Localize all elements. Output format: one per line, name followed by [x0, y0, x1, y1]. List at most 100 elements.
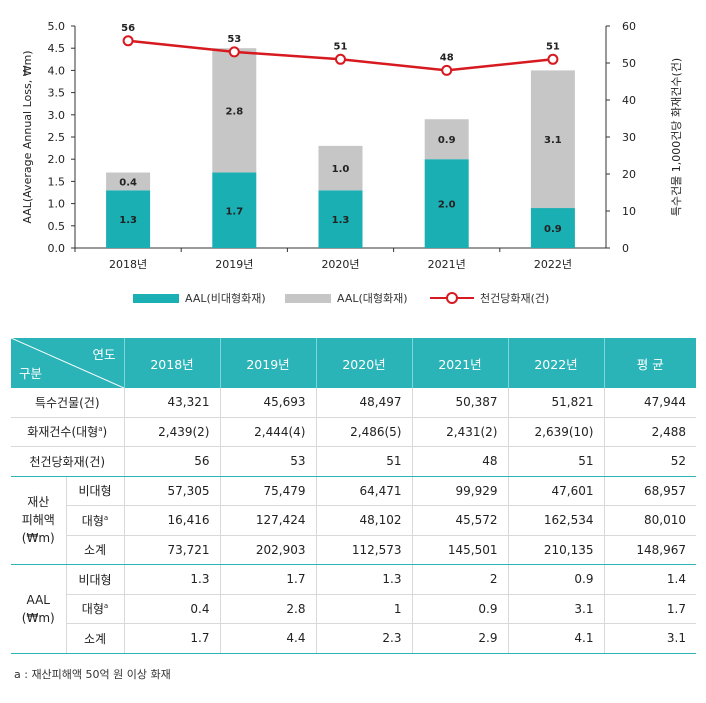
table-row-damage-subtotal: 소계 73,721 202,903 112,573 145,501 210,13…	[11, 535, 696, 565]
bar-label-large: 2.8	[225, 106, 243, 117]
table-cell: 2,486(5)	[315, 417, 412, 447]
row-label-fires-text: 화재건수(대형	[27, 425, 99, 440]
table-cell: 51,821	[507, 388, 604, 418]
table-row-aal-nonlarge: AAL (₩m) 비대형 1.3 1.7 1.3 2 0.9 1.4	[11, 564, 696, 654]
bar-label-nonlarge: 2.0	[438, 200, 456, 211]
table-cell: 0.4	[123, 594, 220, 624]
table-cell: 51	[507, 446, 604, 477]
line-point-2018년	[122, 35, 134, 47]
table-cell: 48	[411, 446, 508, 477]
y2-tick-label: 20	[622, 168, 636, 181]
legend-swatch-line	[430, 292, 474, 304]
table-cell: 4.4	[219, 623, 316, 654]
group-label-aal-line1: AAL	[26, 592, 50, 607]
table-cell: 51	[315, 446, 412, 477]
y2-tick-label: 10	[622, 205, 636, 218]
table-header-row: 연도 구분 2018년 2019년 2020년 2021년 2022년 평 균	[11, 338, 696, 388]
table-corner-cell: 연도 구분	[11, 338, 125, 388]
table-cell: 112,573	[315, 535, 412, 565]
table-row-aal-subtotal: 소계 1.7 4.4 2.3 2.9 4.1 3.1	[11, 623, 696, 654]
table-cell: 75,479	[219, 476, 316, 506]
x-tick-label: 2020년	[321, 258, 359, 271]
legend-swatch-nonlarge	[133, 293, 179, 303]
table-row-damage-large: 대형a 16,416 127,424 48,102 45,572 162,534…	[11, 505, 696, 536]
row-label-fires-end: )	[102, 425, 108, 440]
line-point-2021년	[441, 64, 453, 76]
table-cell: 2.9	[411, 623, 508, 654]
table-cell: 52	[603, 446, 696, 477]
group-label-damage-line1: 재산	[27, 495, 50, 510]
sub-label-subtotal: 소계	[65, 623, 124, 654]
footnote-marker: a	[98, 425, 103, 434]
table-cell: 0.9	[411, 594, 508, 624]
table-cell: 210,135	[507, 535, 604, 565]
table-cell: 48,497	[315, 388, 412, 418]
table-cell: 45,693	[219, 388, 316, 418]
bar-nonlarge-2020년	[318, 190, 363, 248]
bar-label-nonlarge: 1.3	[332, 215, 350, 226]
table-cell: 45,572	[411, 505, 508, 536]
table-cell: 68,957	[603, 476, 696, 506]
y2-tick-label: 30	[622, 131, 636, 144]
table-cell: 2,488	[603, 417, 696, 447]
line-label: 51	[334, 41, 348, 52]
table-cell: 2	[411, 564, 508, 595]
y-tick-label: 1.5	[48, 175, 66, 188]
table-cell: 43,321	[123, 388, 220, 418]
table-cell: 53	[219, 446, 316, 477]
table-cell: 47,601	[507, 476, 604, 506]
sub-label-large: 대형a	[65, 505, 124, 536]
table-header-2019: 2019년	[220, 338, 317, 388]
table-cell: 1.7	[123, 623, 220, 654]
table-cell: 48,102	[315, 505, 412, 536]
sub-label-nonlarge: 비대형	[65, 476, 124, 506]
legend-label-per-thousand: 천건당화재(건)	[480, 292, 550, 305]
x-tick-label: 2022년	[534, 258, 572, 271]
y2-tick-label: 50	[622, 57, 636, 70]
table-row-per-thousand: 천건당화재(건) 56 53 51 48 51 52	[11, 446, 696, 477]
table-header-2018: 2018년	[124, 338, 221, 388]
corner-diagonal	[11, 338, 124, 388]
legend-label-large: AAL(대형화재)	[337, 292, 408, 305]
table-cell: 99,929	[411, 476, 508, 506]
bar-large-2021년	[424, 119, 469, 160]
line-point-2020년	[335, 53, 346, 65]
y-tick-label: 2.0	[48, 153, 66, 166]
table-cell: 145,501	[411, 535, 508, 565]
group-label-damage-line3: (₩m)	[21, 531, 55, 546]
chart-legend: AAL(비대형화재) AAL(대형화재) 천건당화재(건)	[0, 290, 706, 306]
legend-item-large: AAL(대형화재)	[285, 290, 408, 306]
group-label-aal: AAL (₩m)	[11, 564, 66, 654]
table-cell: 148,967	[603, 535, 696, 565]
table-header-2022: 2022년	[508, 338, 605, 388]
table-header-2021: 2021년	[412, 338, 509, 388]
table-header-average: 평 균	[604, 338, 696, 388]
y-tick-label: 1.0	[48, 198, 66, 211]
bar-large-2020년	[318, 145, 363, 191]
table-row-damage-nonlarge: 재산 피해액 (₩m) 비대형 57,305 75,479 64,471 99,…	[11, 476, 696, 565]
group-label-damage: 재산 피해액 (₩m)	[11, 476, 66, 565]
table-cell: 202,903	[219, 535, 316, 565]
footnote: a : 재산피해액 50억 원 이상 화재	[14, 668, 171, 681]
legend-item-per-thousand: 천건당화재(건)	[430, 290, 549, 306]
line-label: 48	[440, 52, 454, 63]
sub-label-large-text: 대형	[81, 602, 104, 617]
table-cell: 2,444(4)	[219, 417, 316, 447]
table-cell: 2,639(10)	[507, 417, 604, 447]
table-row-aal-large: 대형a 0.4 2.8 1 0.9 3.1 1.7	[11, 594, 696, 624]
y-tick-label: 5.0	[48, 20, 66, 33]
group-label-aal-line2: (₩m)	[21, 610, 55, 625]
bar-large-2018년	[106, 172, 151, 191]
table-cell: 1.3	[123, 564, 220, 595]
bar-label-nonlarge: 1.7	[225, 206, 243, 217]
table-header-2020: 2020년	[316, 338, 413, 388]
table-cell: 127,424	[219, 505, 316, 536]
bar-nonlarge-2022년	[530, 208, 575, 248]
table-row-buildings: 특수건물(건) 43,321 45,693 48,497 50,387 51,8…	[11, 388, 696, 418]
row-label-per-thousand: 천건당화재(건)	[11, 446, 124, 477]
y2-tick-label: 40	[622, 94, 636, 107]
line-point-2022년	[547, 53, 559, 65]
legend-item-nonlarge: AAL(비대형화재)	[133, 290, 266, 306]
row-label-fires: 화재건수(대형a)	[11, 417, 124, 447]
y2-tick-label: 60	[622, 20, 636, 33]
